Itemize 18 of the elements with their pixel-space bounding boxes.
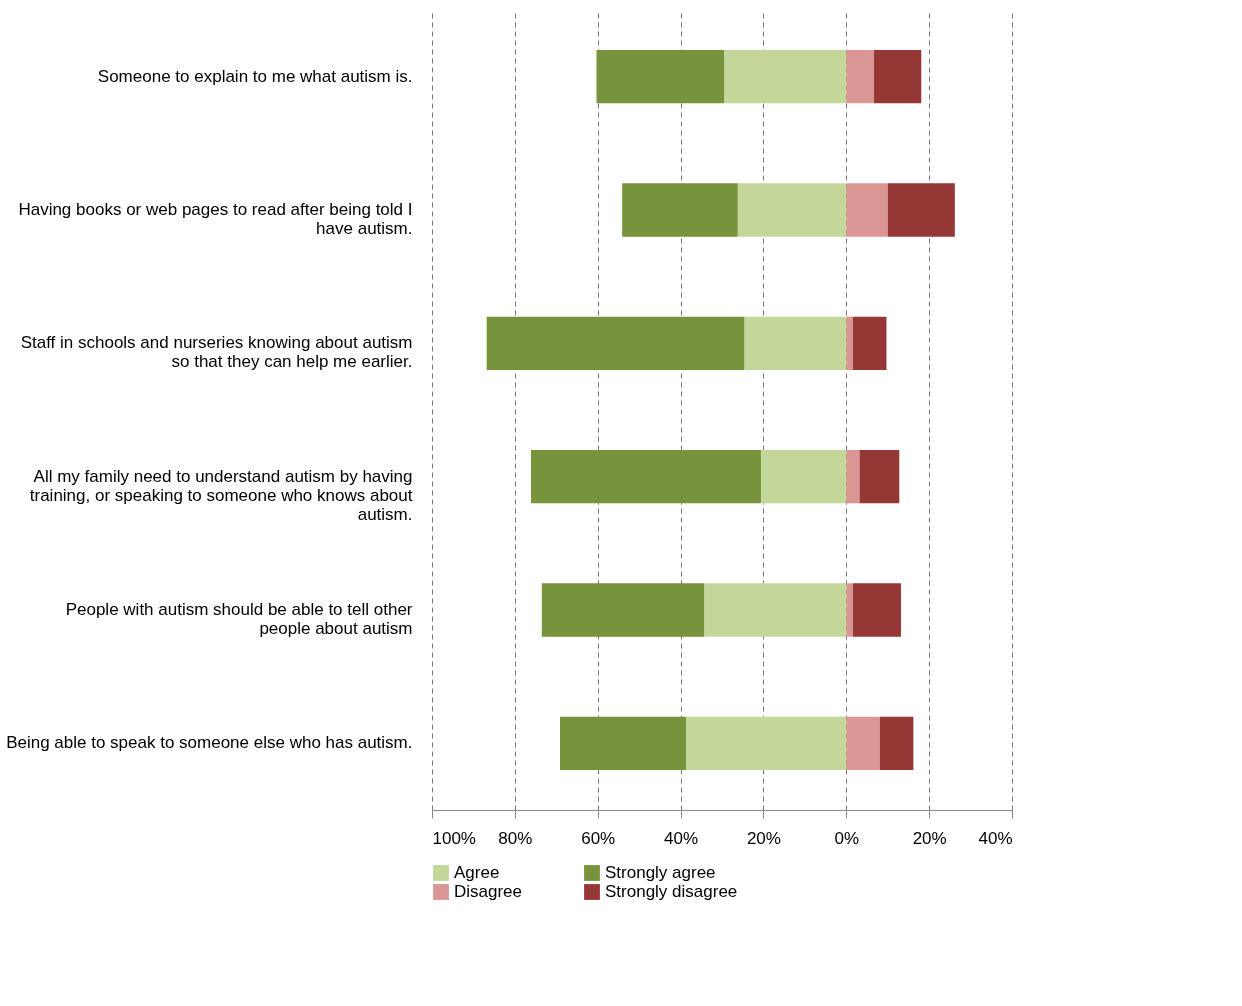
y-tick-label: Having books or web pages to read after being told I have autism. xyxy=(18,200,413,238)
x-tick-label: 60% xyxy=(581,828,616,848)
legend-label: Strongly disagree xyxy=(605,882,738,901)
y-tick-label: Staff in schools and nurseries knowing about autism so that they can help me earlier. xyxy=(20,333,413,372)
x-tick-label: 20% xyxy=(912,828,947,848)
y-tick-label: Being able to speak to someone else who has autism. xyxy=(6,733,413,753)
y-tick-label: People with autism should be able to tell other people about autism xyxy=(65,600,413,638)
x-tick-label: 40% xyxy=(664,828,699,848)
x-tick-label: 100% xyxy=(432,828,476,848)
x-tick-label: 0% xyxy=(834,828,860,848)
x-tick-label: 40% xyxy=(978,828,1013,848)
x-tick-label: 80% xyxy=(498,828,533,848)
legend-label: Disagree xyxy=(454,882,523,901)
x-tick-label: 20% xyxy=(746,828,781,848)
y-tick-label: All my family need to understand autism by having training, or speaking to someone who knows about autism. xyxy=(29,466,413,524)
legend-label: Strongly agree xyxy=(605,863,716,882)
y-tick-label: Someone to explain to me what autism is. xyxy=(97,66,413,86)
legend-label: Agree xyxy=(454,863,500,882)
